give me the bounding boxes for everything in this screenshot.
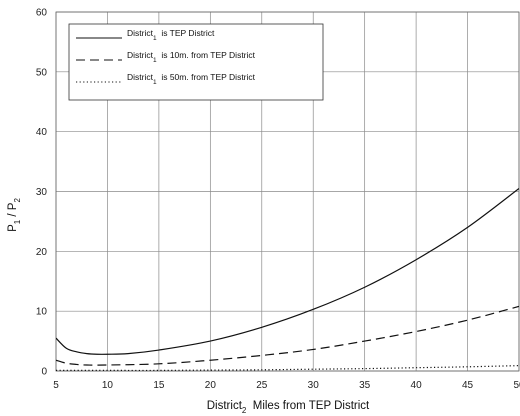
- legend-label: District1 is TEP District: [127, 28, 215, 42]
- y-tick-label: 40: [36, 127, 48, 138]
- y-tick-label: 30: [36, 187, 48, 198]
- legend-box: [68, 23, 324, 101]
- legend-label: District1 is 50m. from TEP District: [127, 72, 256, 86]
- x-tick-label: 20: [205, 380, 217, 391]
- x-axis-title: District2 Miles from TEP District: [207, 400, 370, 415]
- x-tick-label: 10: [102, 380, 114, 391]
- legend-label: District1 is 10m. from TEP District: [127, 50, 256, 64]
- y-tick-label: 50: [36, 67, 48, 78]
- x-tick-labels: 5 10 15 20 25 30 35 40 45 50: [53, 380, 520, 391]
- x-tick-label: 15: [153, 380, 165, 391]
- x-tick-label: 25: [256, 380, 268, 391]
- x-tick-label: 40: [411, 380, 423, 391]
- plot-frame: [55, 11, 520, 372]
- series-line-solid: [56, 188, 519, 355]
- x-tick-label: 35: [359, 380, 371, 391]
- x-tick-label: 30: [308, 380, 320, 391]
- series-lines: [56, 188, 519, 371]
- x-tick-label: 50: [513, 380, 520, 391]
- legend: District1 is TEP District District1 is 10…: [68, 23, 324, 101]
- x-tick-label: 5: [53, 380, 59, 391]
- series-line-dashed: [56, 305, 519, 366]
- y-axis-title: P1 / P2: [7, 198, 22, 232]
- y-tick-label: 0: [41, 367, 47, 378]
- y-tick-label: 10: [36, 307, 48, 318]
- y-tick-label: 60: [36, 8, 48, 19]
- series-line-dotted: [56, 365, 519, 371]
- x-tick-label: 45: [462, 380, 474, 391]
- y-tick-label: 20: [36, 247, 48, 258]
- y-tick-labels: 0 10 20 30 40 50 60: [36, 8, 48, 378]
